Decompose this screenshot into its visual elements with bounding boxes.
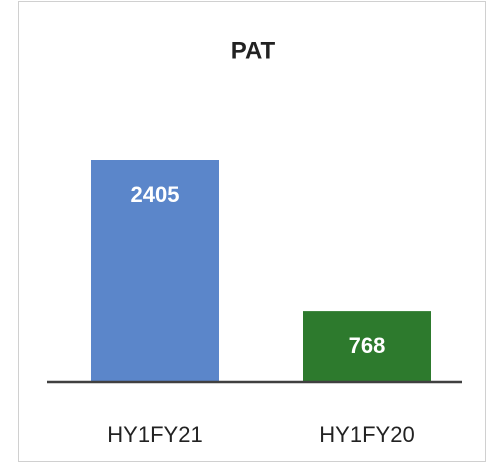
chart-title: PAT [231, 37, 276, 64]
x-tick-label: HY1FY21 [107, 422, 202, 447]
data-label: 768 [349, 333, 386, 358]
data-label: 2405 [131, 182, 180, 207]
bar [91, 160, 219, 382]
bar [303, 311, 431, 382]
chart-frame [18, 1, 486, 462]
x-tick-label: HY1FY20 [319, 422, 414, 447]
